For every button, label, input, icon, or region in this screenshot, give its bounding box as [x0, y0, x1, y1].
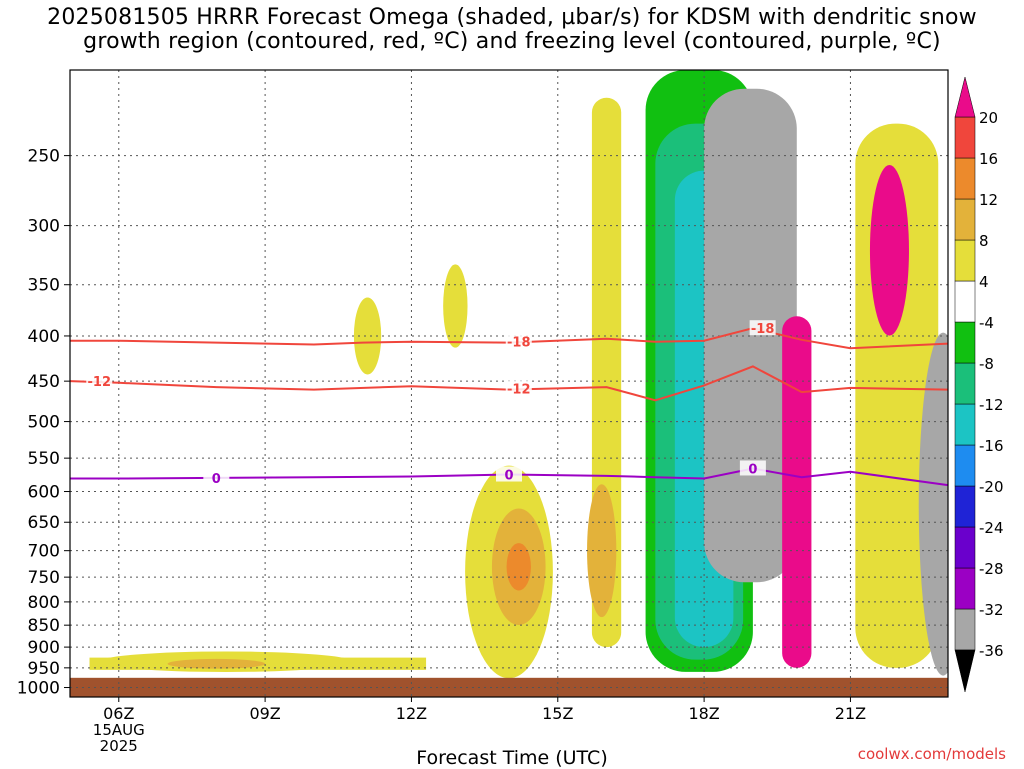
x-axis-label: Forecast Time (UTC): [416, 747, 608, 769]
omega-region: [918, 332, 948, 676]
pressure-tick-label: 650: [28, 513, 60, 533]
temperature-contours: -12 -18 -12 -18 0 0 0: [70, 320, 948, 487]
colorbar-label: -12: [979, 396, 1004, 414]
contour-label-bg: [505, 333, 532, 349]
colorbar-band: [954, 362, 976, 405]
colorbar-band: [954, 567, 976, 610]
colorbar-label: -36: [979, 642, 1004, 660]
contour-label-bg: [86, 373, 113, 389]
pressure-tick-label: 600: [28, 483, 60, 503]
colorbar-label: 16: [979, 150, 998, 168]
omega-region: [443, 264, 468, 348]
contour-label-bg: [505, 380, 532, 396]
date-tick-label: 2025: [100, 737, 138, 755]
plot-frame: [69, 69, 949, 698]
omega-region: [506, 543, 531, 591]
time-tick-label: 09Z: [249, 704, 280, 723]
omega-shading: [70, 70, 948, 697]
colorbar-label: -28: [979, 560, 1004, 578]
colorbar-label: 4: [979, 273, 989, 291]
contour-label: 0: [748, 462, 757, 477]
colorbar-label: -32: [979, 601, 1004, 619]
pressure-tick-label: 700: [28, 542, 60, 562]
colorbar-band: [954, 526, 976, 569]
pressure-tick-label: 750: [28, 568, 60, 588]
pressure-tick-label: 800: [28, 593, 60, 613]
pressure-tick-label: 450: [28, 372, 60, 392]
colorbar-label: 8: [979, 232, 989, 250]
omega-region: [704, 88, 797, 583]
colorbar-label: -24: [979, 519, 1004, 537]
colorbar-label: -8: [979, 355, 994, 373]
contour-label: -12: [88, 375, 112, 390]
colorbar-band: [954, 403, 976, 446]
pressure-tick-label: 950: [28, 659, 60, 679]
contour-label: -18: [751, 322, 775, 337]
pressure-tick-label: 250: [28, 147, 60, 167]
omega-region: [353, 297, 382, 375]
contour-label-bg: [739, 460, 766, 476]
pressure-tick-label: 350: [28, 276, 60, 296]
contour-label: -12: [507, 383, 531, 398]
colorbar-band: [954, 157, 976, 200]
colorbar-band: [954, 485, 976, 528]
chart-title-line-2: growth region (contoured, red, ºC) and f…: [83, 29, 941, 54]
time-tick-label: 12Z: [396, 704, 427, 723]
dendritic-contour: [70, 365, 948, 402]
omega-colorbar: 20 16 12 8 4 -4 -8 -12 -16 -20 -24 -28 -32 -36: [954, 76, 1004, 693]
pressure-tick-label: 300: [28, 217, 60, 237]
time-tick-label: 18Z: [688, 704, 719, 723]
time-tick-label: 15Z: [542, 704, 573, 723]
omega-region: [167, 658, 266, 669]
omega-region: [782, 316, 812, 668]
colorbar-label: 12: [979, 191, 998, 209]
contour-label-bg: [203, 469, 230, 485]
credit-text: coolwx.com/models: [857, 745, 1006, 763]
colorbar-band: [954, 321, 976, 364]
chart-title-line-1: 2025081505 HRRR Forecast Omega (shaded, …: [47, 5, 977, 30]
omega-region: [587, 484, 617, 618]
colorbar-top-arrow: [954, 76, 976, 118]
colorbar-band: [954, 116, 976, 159]
pressure-tick-label: 500: [28, 413, 60, 433]
pressure-tick-label: 400: [28, 327, 60, 347]
colorbar-band: [954, 444, 976, 487]
omega-region: [869, 165, 909, 336]
pressure-tick-label: 550: [28, 449, 60, 469]
contour-label: 0: [504, 469, 513, 484]
pressure-tick-label: 900: [28, 638, 60, 658]
contour-label-bg: [496, 466, 522, 482]
time-tick-label: 21Z: [835, 704, 866, 723]
contour-label-bg: [749, 320, 776, 336]
colorbar-band: [954, 198, 976, 241]
colorbar-bottom-arrow: [954, 649, 976, 693]
contour-label: -18: [507, 336, 531, 351]
colorbar-band: [954, 280, 976, 323]
colorbar-label: -16: [979, 437, 1004, 455]
chart-title: 2025081505 HRRR Forecast Omega (shaded, …: [0, 6, 1024, 54]
contour-label: 0: [212, 472, 221, 487]
dendritic-contour: [70, 327, 948, 350]
colorbar-label: -20: [979, 478, 1004, 496]
pressure-axis: 2503003504004505005506006507007508008509…: [17, 147, 70, 699]
colorbar-band: [954, 239, 976, 282]
date-tick-label: 15AUG: [93, 721, 145, 739]
colorbar-band: [954, 608, 976, 651]
pressure-tick-label: 850: [28, 616, 60, 636]
time-tick-label: 06Z: [103, 704, 134, 723]
colorbar-label: 20: [979, 109, 998, 127]
pressure-tick-label: 1000: [17, 679, 60, 699]
colorbar-label: -4: [979, 314, 994, 332]
